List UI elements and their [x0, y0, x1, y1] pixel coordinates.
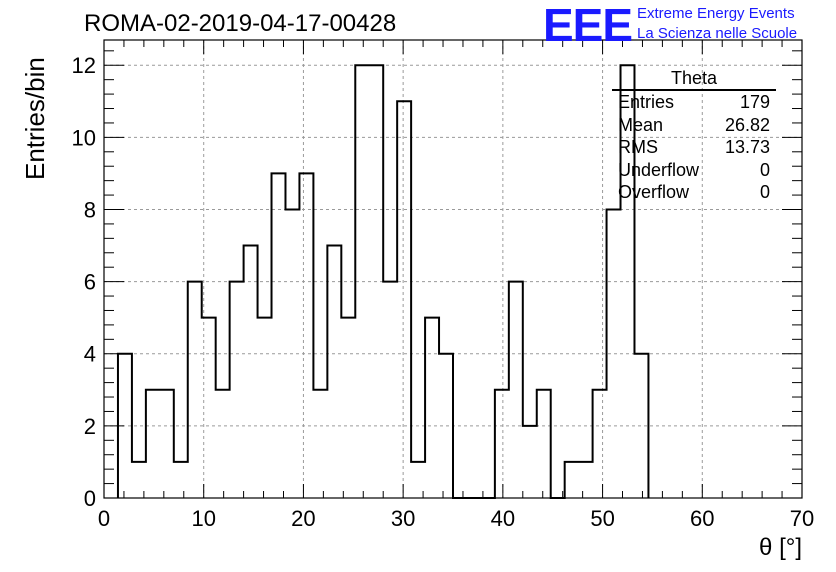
histogram-bin	[425, 318, 439, 498]
logo-caption-line1: Extreme Energy Events	[637, 5, 795, 22]
histogram-bin	[634, 354, 648, 498]
y-tick-label: 12	[72, 53, 96, 78]
histogram-bin	[285, 209, 299, 498]
stats-row-mean: Mean 26.82	[612, 114, 776, 137]
x-tick-label: 0	[98, 506, 110, 531]
histogram-bin	[397, 101, 411, 498]
histogram-bin	[593, 390, 607, 498]
histogram-bin	[607, 209, 621, 498]
histogram-bin	[523, 426, 537, 498]
y-tick-label: 8	[84, 197, 96, 222]
x-tick-label: 10	[191, 506, 215, 531]
stats-value: 26.82	[724, 114, 770, 135]
stats-title: Theta	[612, 68, 776, 91]
histogram-bin	[439, 354, 453, 498]
histogram-bin	[313, 390, 327, 498]
histogram-bin	[509, 282, 523, 498]
histogram-bin	[216, 390, 230, 498]
stats-row-overflow: Overflow 0	[612, 181, 776, 204]
histogram-bin	[146, 390, 160, 498]
y-axis-label: Entries/bin	[20, 57, 50, 180]
stats-value: 13.73	[724, 137, 770, 157]
histogram-bin	[327, 246, 341, 498]
stats-box: Theta Entries 179 Mean 26.82 RMS 13.73 U…	[612, 68, 776, 204]
histogram-bin	[299, 173, 313, 498]
histogram-bin	[355, 65, 369, 498]
histogram-bin	[132, 462, 146, 498]
y-tick-label: 10	[72, 125, 96, 150]
histogram-bin	[537, 390, 551, 498]
stats-row-underflow: Underflow 0	[612, 159, 776, 182]
histogram-outline	[116, 64, 650, 499]
x-tick-label: 20	[291, 506, 315, 531]
y-tick-label: 6	[84, 270, 96, 295]
histogram-bin	[411, 462, 425, 498]
y-tick-label: 0	[84, 486, 96, 511]
histogram-bin	[341, 318, 355, 498]
logo-caption: Extreme Energy Events La Scienza nelle S…	[637, 4, 797, 44]
histogram-bin	[174, 462, 188, 498]
histogram-bin	[565, 462, 579, 498]
stats-label: Mean	[618, 114, 664, 135]
stats-row-rms: RMS 13.73	[612, 136, 776, 159]
x-tick-label: 60	[690, 506, 714, 531]
histogram-bin	[202, 318, 216, 498]
histogram-bin	[230, 282, 244, 498]
y-tick-label: 4	[84, 342, 96, 367]
histogram-bin	[258, 318, 272, 498]
histogram-bin	[579, 462, 593, 498]
x-tick-label: 30	[391, 506, 415, 531]
histogram-bin	[188, 282, 202, 498]
stats-label: Overflow	[618, 182, 690, 202]
x-tick-label: 70	[790, 506, 814, 531]
histogram-bin	[495, 390, 509, 498]
histogram-bin	[244, 246, 258, 498]
histogram-bin	[160, 390, 174, 498]
x-axis-label: θ [°]	[759, 534, 802, 561]
chart-title: ROMA-02-2019-04-17-00428	[84, 10, 397, 37]
x-tick-label: 40	[491, 506, 515, 531]
stats-label: Underflow	[618, 159, 700, 180]
histogram-bin	[369, 65, 383, 498]
x-tick-label: 50	[590, 506, 614, 531]
histogram-bin	[383, 282, 397, 498]
eee-logo: EEE	[543, 0, 633, 51]
logo-caption-line2: La Scienza nelle Scuole	[637, 25, 798, 42]
stats-value: 0	[759, 182, 770, 202]
stats-row-entries: Entries 179	[612, 91, 776, 114]
y-tick-label: 2	[84, 414, 96, 439]
stats-value: 0	[759, 159, 770, 180]
histogram-bin	[118, 354, 132, 498]
stats-label: RMS	[618, 137, 658, 157]
stats-label: Entries	[618, 92, 675, 112]
stats-value: 179	[739, 92, 770, 112]
histogram-bin	[272, 173, 286, 498]
